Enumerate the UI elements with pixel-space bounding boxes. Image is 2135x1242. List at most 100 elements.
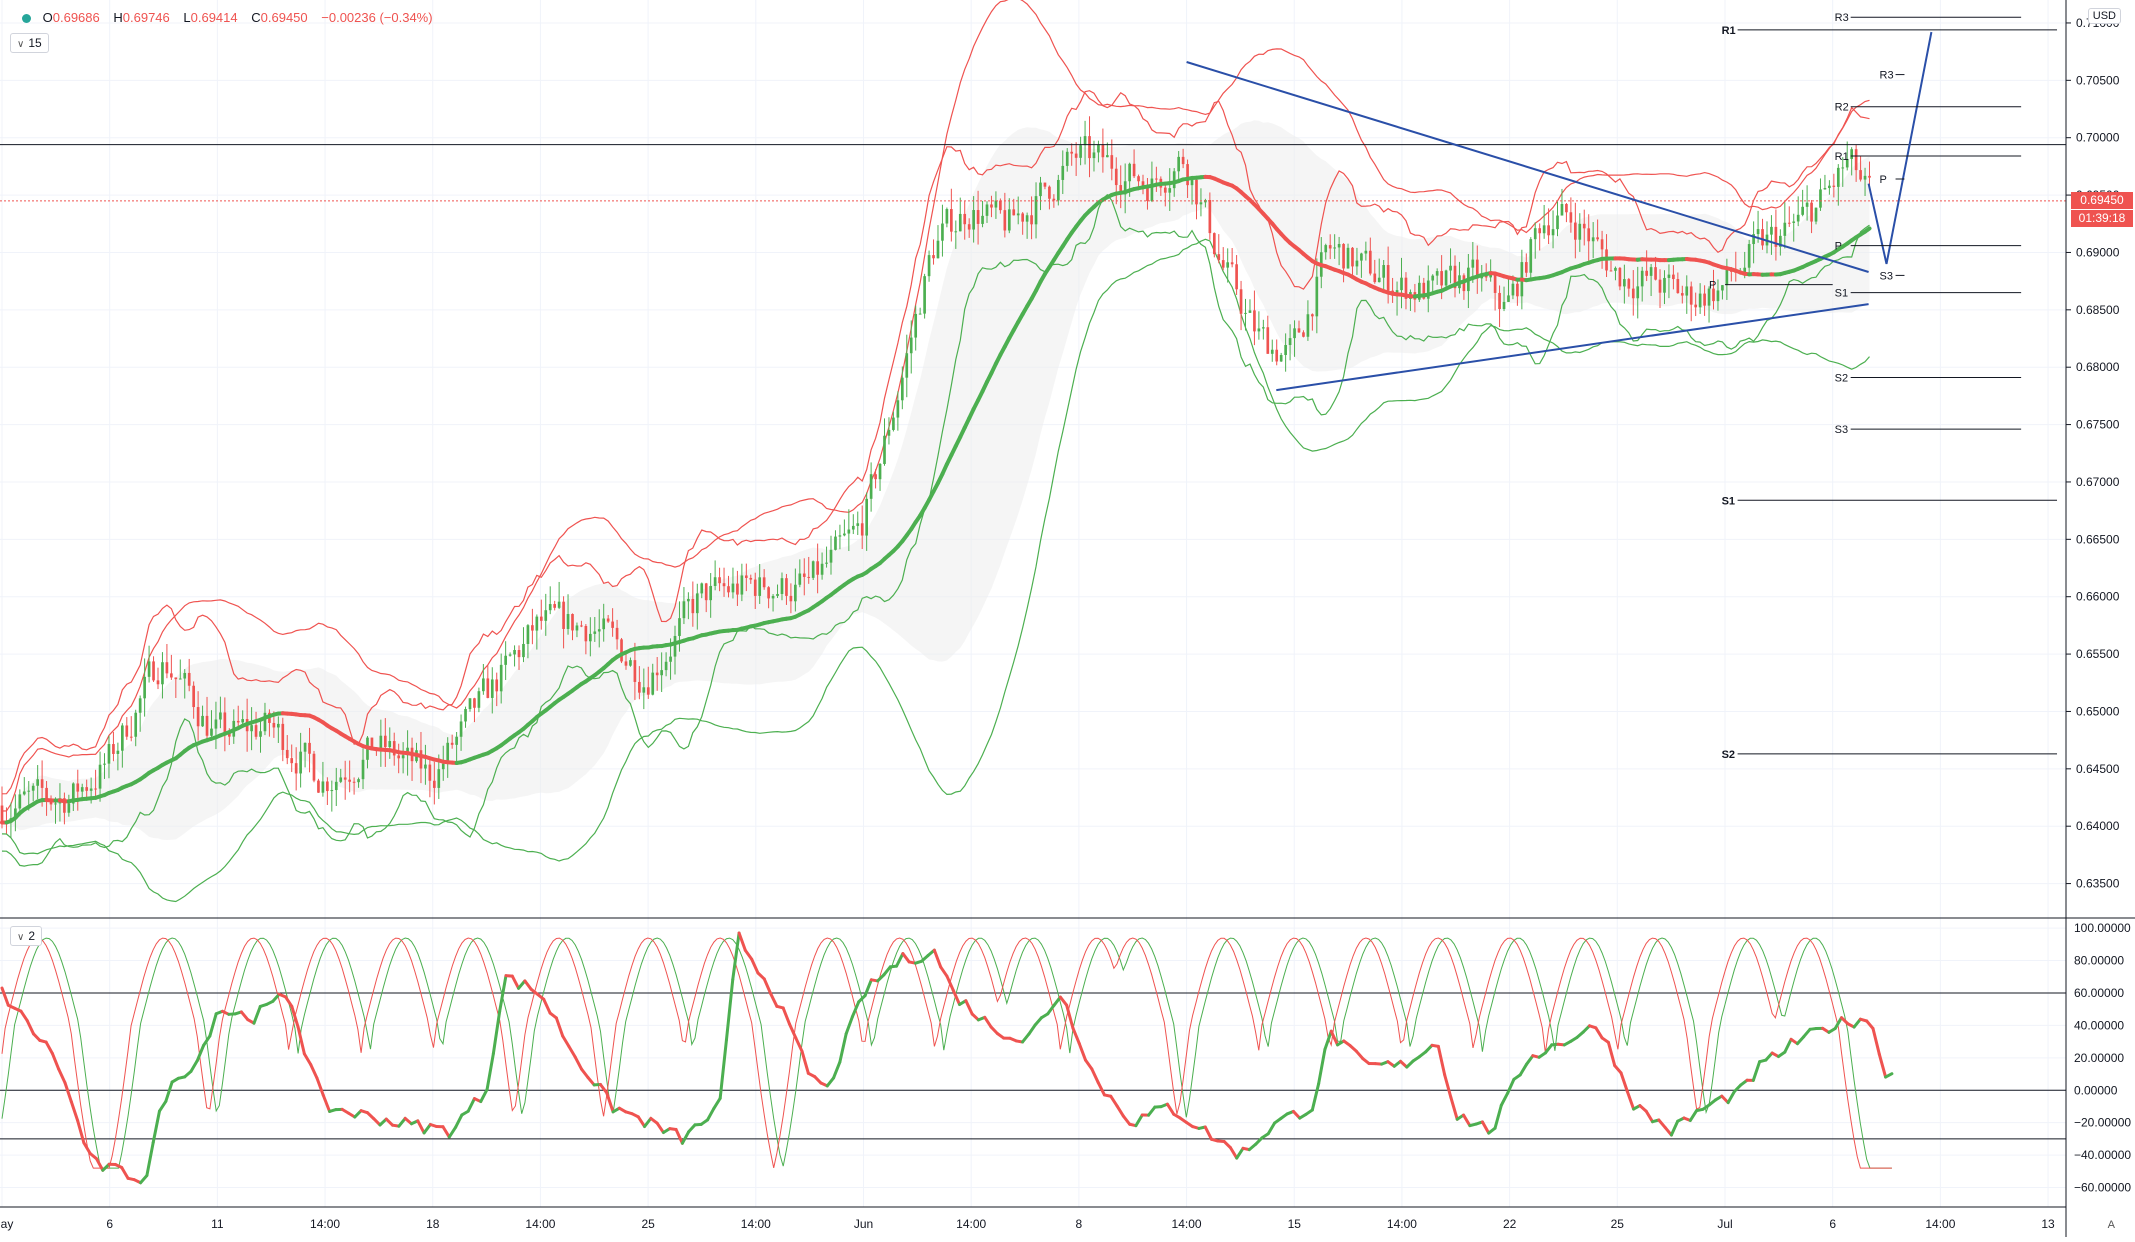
candle-body xyxy=(687,599,690,601)
candle-body xyxy=(1556,216,1559,230)
candle-body xyxy=(1650,267,1653,276)
candle-body xyxy=(1748,244,1751,268)
price-tick-label: 0.67000 xyxy=(2076,475,2120,489)
candle-body xyxy=(277,724,280,728)
stoch-slow-line xyxy=(1690,1111,1696,1121)
stoch-slow-line xyxy=(544,999,550,1013)
candle-body xyxy=(317,781,320,793)
candle-body xyxy=(1516,284,1519,297)
candle-body xyxy=(901,378,904,401)
candle-body xyxy=(562,602,565,629)
stoch-slow-line xyxy=(1149,1107,1155,1115)
candle-body xyxy=(990,204,993,207)
candle-body xyxy=(388,741,391,747)
close-label: C xyxy=(251,10,260,25)
stoch-slow-line xyxy=(1312,1084,1318,1110)
candle-body xyxy=(1761,229,1764,245)
candle-body xyxy=(1672,275,1675,279)
stoch-slow-line xyxy=(21,1011,27,1020)
candle-body xyxy=(1329,245,1332,248)
candle-body xyxy=(642,687,645,692)
candle-body xyxy=(905,353,908,377)
candle-body xyxy=(1217,254,1220,260)
candle-body xyxy=(1592,237,1595,241)
change-value: −0.00236 (−0.34%) xyxy=(321,10,432,25)
candle-body xyxy=(1685,286,1688,295)
candle-body xyxy=(888,430,891,436)
candle-body xyxy=(281,724,284,750)
interval-toggle[interactable]: ∨15 xyxy=(10,33,49,53)
stoch-slow-line xyxy=(1508,1079,1514,1093)
candle-body xyxy=(848,530,851,534)
candle-body xyxy=(763,577,766,587)
candle-body xyxy=(981,216,984,224)
open-label: O xyxy=(43,10,53,25)
stoch-slow-line xyxy=(493,1011,499,1053)
candle-body xyxy=(593,631,596,633)
candle-body xyxy=(241,719,244,722)
candle-body xyxy=(870,474,873,499)
candle-body xyxy=(130,737,133,738)
stoch-slow-line xyxy=(676,1129,682,1143)
stoch-slow-line xyxy=(1098,1082,1104,1095)
candle-body xyxy=(1249,310,1252,313)
candle-body xyxy=(1173,171,1176,188)
candle-body xyxy=(995,201,998,208)
candle-body xyxy=(638,682,641,693)
candle-body xyxy=(897,400,900,417)
stoch-slow-line xyxy=(1451,1098,1457,1120)
slow-moving-average xyxy=(1865,228,1869,231)
stoch-slow-line xyxy=(285,997,291,1007)
time-tick-label: 11 xyxy=(211,1217,224,1231)
candle-body xyxy=(27,791,30,792)
candle-body xyxy=(1614,268,1617,271)
stoch-slow-line xyxy=(1237,1148,1243,1158)
candle-body xyxy=(825,563,828,564)
candle-body xyxy=(1200,202,1203,204)
candle-body xyxy=(460,721,463,736)
stoch-slow-line xyxy=(210,1014,216,1036)
stoch-slow-line xyxy=(1482,1122,1488,1133)
candle-body xyxy=(478,691,481,708)
candle-body xyxy=(839,535,842,536)
candle-body xyxy=(1266,327,1269,354)
candle-body xyxy=(683,601,686,618)
time-tick-label: 14:00 xyxy=(1387,1217,1417,1231)
candle-body xyxy=(442,764,445,769)
candle-body xyxy=(1209,200,1212,233)
candle-body xyxy=(1694,305,1697,308)
currency-label[interactable]: USD xyxy=(2088,8,2121,24)
auto-scale-button[interactable]: A xyxy=(2108,1219,2115,1231)
candle-body xyxy=(183,673,186,679)
candle-body xyxy=(553,604,556,608)
pivot-level-label: S3 xyxy=(1880,270,1893,282)
candle-body xyxy=(919,314,922,315)
stoch-slow-line xyxy=(65,1083,71,1102)
candle-body xyxy=(879,464,882,479)
candle-body xyxy=(616,628,619,639)
candle-body xyxy=(741,575,744,594)
candle-body xyxy=(567,614,570,629)
candle-body xyxy=(1824,188,1827,189)
candle-body xyxy=(705,583,708,600)
high-value: 0.69746 xyxy=(123,10,170,25)
stoch-slow-line xyxy=(783,1008,789,1024)
candle-body xyxy=(1307,314,1310,337)
candle-body xyxy=(1494,274,1497,293)
pivot-level-label: S1 xyxy=(1722,495,1735,507)
candle-body xyxy=(946,209,949,224)
low-value: 0.69414 xyxy=(191,10,238,25)
candle-body xyxy=(1864,176,1867,180)
candle-body xyxy=(1806,203,1809,207)
candle-body xyxy=(1810,203,1813,222)
candle-body xyxy=(1186,164,1189,185)
candle-body xyxy=(928,255,931,276)
price-tick-label: 0.63500 xyxy=(2076,877,2120,891)
price-tick-label: 0.64500 xyxy=(2076,762,2120,776)
candle-body xyxy=(1365,251,1368,254)
stoch-slow-line xyxy=(569,1047,575,1058)
candle-body xyxy=(856,523,859,526)
indicator-toggle[interactable]: ∨2 xyxy=(10,926,42,946)
